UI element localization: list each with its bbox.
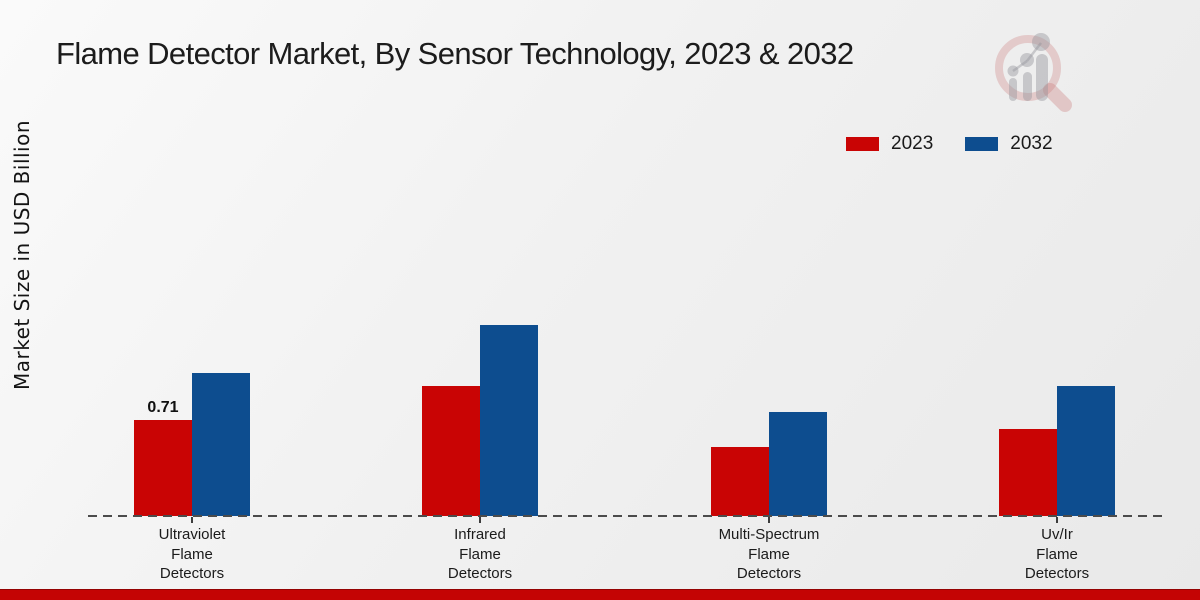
bar-2032-4 <box>1057 386 1115 516</box>
bar-2032-2 <box>480 325 538 516</box>
legend-item-2032: 2032 <box>965 133 1053 155</box>
x-axis-tick <box>1056 517 1058 523</box>
legend-swatch-2032 <box>965 137 999 151</box>
x-axis-tick <box>191 517 193 523</box>
legend-label-2032: 2032 <box>1010 133 1053 154</box>
chart-title: Flame Detector Market, By Sensor Technol… <box>56 36 854 71</box>
category-label-4: Uv/Ir Flame Detectors <box>1024 526 1090 582</box>
bar-data-label: 0.71 <box>147 399 179 416</box>
legend: 2023 2032 <box>846 133 1053 155</box>
legend-label-2023: 2023 <box>891 133 934 154</box>
market-research-future-logo-icon <box>995 33 1072 112</box>
x-axis-tick <box>479 517 481 523</box>
bottom-accent-bar <box>0 589 1200 600</box>
bar-2032-3 <box>769 412 827 516</box>
legend-swatch-2023 <box>846 137 879 151</box>
category-label-3: Multi-Spectrum Flame Detectors <box>718 526 820 582</box>
category-label-1: Ultraviolet Flame Detectors <box>158 526 226 582</box>
bar-2023-3 <box>711 447 769 516</box>
x-axis-tick <box>768 517 770 523</box>
bar-2023-1 <box>134 420 192 516</box>
bar-2032-1 <box>192 373 250 516</box>
bar-2023-4 <box>999 429 1057 516</box>
x-axis-baseline <box>88 515 1163 517</box>
legend-item-2023: 2023 <box>846 133 933 155</box>
bar-2023-2 <box>422 386 480 516</box>
category-label-2: Infrared Flame Detectors <box>447 526 513 582</box>
